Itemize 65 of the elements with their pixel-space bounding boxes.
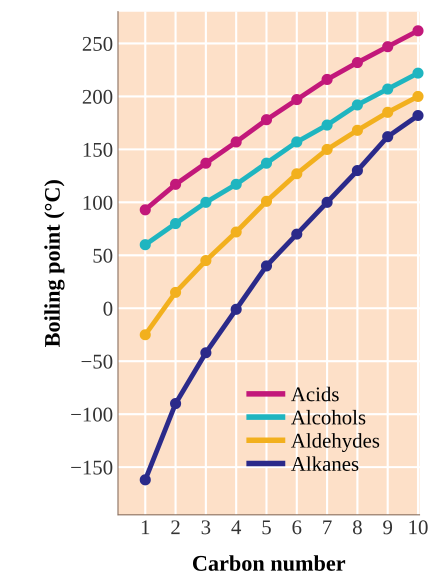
y-tick-label: 50 xyxy=(94,248,112,263)
x-tick-label: 3 xyxy=(202,520,210,534)
point xyxy=(412,25,424,36)
y-tick-label: −100 xyxy=(71,408,112,422)
point xyxy=(140,239,151,250)
point xyxy=(382,41,394,52)
x-tick-label: 1 xyxy=(142,520,150,534)
point xyxy=(140,204,151,216)
y-axis-title: Boiling point (°C) xyxy=(44,180,65,347)
x-tick-label: 8 xyxy=(352,520,362,534)
y-tick-label: 250 xyxy=(82,36,112,51)
x-tick-label: 5 xyxy=(262,520,271,534)
point xyxy=(200,347,212,358)
point xyxy=(230,226,242,238)
x-axis-title: Carbon number xyxy=(192,555,346,571)
point xyxy=(322,119,333,131)
y-tick-label: 200 xyxy=(82,90,112,104)
point xyxy=(291,94,302,106)
point xyxy=(140,474,151,486)
legend-label: Acids xyxy=(291,386,339,402)
point xyxy=(412,90,424,102)
legend-label: Alcohols xyxy=(291,410,366,425)
y-tick-label: 100 xyxy=(84,196,112,210)
point xyxy=(291,136,302,148)
y-tick-label: 0 xyxy=(104,302,112,316)
point xyxy=(230,178,242,190)
point xyxy=(322,196,333,208)
y-tick-label: −150 xyxy=(71,460,112,475)
point xyxy=(140,329,151,340)
point xyxy=(170,178,182,190)
point xyxy=(200,196,212,208)
point xyxy=(412,68,424,79)
point xyxy=(412,110,424,122)
y-tick-label: −50 xyxy=(82,354,112,369)
point xyxy=(352,99,363,110)
point xyxy=(170,398,182,410)
point xyxy=(352,165,363,176)
point xyxy=(200,255,212,266)
x-tick-label: 10 xyxy=(409,520,428,534)
y-tick-label: 150 xyxy=(84,142,112,157)
point xyxy=(382,131,394,142)
x-tick-label: 6 xyxy=(292,520,302,534)
point xyxy=(352,56,363,68)
point xyxy=(260,158,272,169)
point xyxy=(260,260,272,272)
point xyxy=(322,74,333,86)
point xyxy=(170,218,182,230)
x-tick-label: 9 xyxy=(383,520,392,534)
x-tick-label: 7 xyxy=(323,520,332,534)
point xyxy=(291,168,302,180)
point xyxy=(291,228,302,240)
x-tick-label: 2 xyxy=(171,520,180,534)
point xyxy=(322,144,333,155)
legend-label: Aldehydes xyxy=(291,433,380,452)
point xyxy=(260,114,272,126)
point xyxy=(230,136,242,148)
point xyxy=(260,196,272,207)
legend-label: Alkanes xyxy=(291,456,358,471)
point xyxy=(170,286,182,298)
x-tick-label: 4 xyxy=(231,520,242,534)
point xyxy=(200,158,212,169)
point xyxy=(382,83,394,95)
point xyxy=(352,124,363,136)
point xyxy=(382,106,394,118)
point xyxy=(230,304,242,315)
